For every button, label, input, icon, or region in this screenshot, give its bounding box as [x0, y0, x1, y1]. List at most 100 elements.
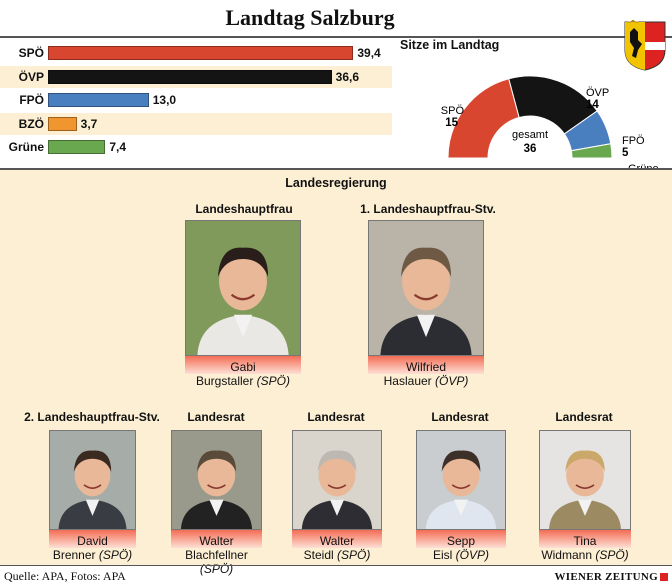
nameplate-bar	[368, 356, 484, 374]
bar	[48, 93, 149, 107]
seats-half-donut-chart: SPÖ15ÖVP14FPÖ5Grüne2gesamt36	[441, 75, 659, 170]
portrait-photo	[49, 430, 136, 530]
person-last-name: Steidl	[303, 548, 337, 562]
government-role: 2. Landeshauptfrau-Stv.	[24, 410, 160, 424]
government-role: Landeshauptfrau	[195, 202, 293, 216]
bar-row: ÖVP 36,6	[0, 65, 392, 88]
portrait-photo	[292, 430, 382, 530]
person-first-name: Sepp	[446, 534, 476, 548]
person-first-name: Walter	[319, 534, 355, 548]
brand-logo: WIENER ZEITUNG	[554, 571, 668, 583]
brand-name: WIENER ZEITUNG	[554, 571, 658, 583]
bar-category-label: Grüne	[8, 140, 44, 154]
bar-value-label: 39,4	[357, 46, 381, 60]
seats-total-value: 36	[524, 143, 537, 155]
portrait-silhouette-icon	[369, 221, 483, 355]
government-role: Landesrat	[307, 410, 365, 424]
nameplate-bar	[292, 530, 382, 548]
person-last-name: Haslauer	[383, 374, 435, 388]
person-last-name-line: Steidl (SPÖ)	[292, 548, 382, 562]
nameplate-text: Wilfried Haslauer (ÖVP)	[368, 356, 484, 388]
portrait-silhouette-icon	[417, 431, 505, 529]
nameplate-bar	[49, 530, 136, 548]
bar-row: FPÖ 13,0	[0, 89, 392, 111]
bar	[48, 116, 77, 131]
person-party: (ÖVP)	[455, 548, 489, 562]
nameplate: Gabi Burgstaller (SPÖ)	[185, 356, 301, 388]
seat-slice	[570, 143, 613, 159]
seat-slice-label: Grüne	[628, 163, 659, 170]
government-section: Landesregierung Landeshauptfrau Gabi Burg…	[0, 170, 672, 576]
portrait-silhouette-icon	[293, 431, 381, 529]
person-last-name-line: Widmann (SPÖ)	[539, 548, 631, 562]
nameplate-text: Gabi Burgstaller (SPÖ)	[185, 356, 301, 388]
bar-value-label: 36,6	[335, 69, 359, 84]
person-last-name-line: Burgstaller (SPÖ)	[185, 374, 301, 388]
vote-share-bar-chart: SPÖ 39,4 ÖVP 36,6 FPÖ 13,0 BZÖ 3,7 Grüne 7,4	[0, 38, 392, 166]
salzburg-crest-icon	[624, 20, 666, 71]
government-role: Landesrat	[431, 410, 489, 424]
person-party: (SPÖ)	[256, 374, 291, 388]
nameplate-bar	[416, 530, 506, 548]
bar-category-label: BZÖ	[18, 116, 44, 131]
title-divider	[0, 36, 672, 38]
footer-divider	[0, 565, 672, 566]
bar-value-label: 7,4	[109, 140, 127, 154]
nameplate: Wilfried Haslauer (ÖVP)	[368, 356, 484, 388]
brand-square-icon	[660, 573, 668, 582]
nameplate: Sepp Eisl (ÖVP)	[416, 530, 506, 562]
nameplate: Tina Widmann (SPÖ)	[539, 530, 631, 562]
bar	[48, 46, 354, 60]
bar-category-label: FPÖ	[19, 93, 44, 107]
nameplate: David Brenner (SPÖ)	[49, 530, 136, 562]
person-last-name-line: Eisl (ÖVP)	[416, 548, 506, 562]
person-first-name: Walter	[199, 534, 234, 548]
portrait-silhouette-icon	[186, 221, 300, 355]
bar-value-label: 13,0	[152, 93, 177, 107]
nameplate-text: Tina Widmann (SPÖ)	[539, 530, 631, 562]
government-title: Landesregierung	[285, 176, 387, 190]
page-title: Landtag Salzburg	[225, 5, 395, 30]
person-first-name: Wilfried	[405, 360, 446, 374]
bar-row: Grüne 7,4	[0, 136, 392, 158]
person-last-name: Eisl	[432, 548, 456, 562]
section-divider	[0, 168, 672, 170]
seat-slice-label: SPÖ	[441, 105, 465, 117]
person-last-name: Burgstaller	[195, 374, 257, 388]
portrait-silhouette-icon	[172, 431, 261, 529]
person-first-name: Tina	[573, 534, 597, 548]
portrait-photo	[368, 220, 484, 356]
nameplate: Walter Steidl (SPÖ)	[292, 530, 382, 562]
seat-slice	[447, 78, 520, 159]
person-first-name: David	[77, 534, 108, 548]
bar-value-label: 3,7	[80, 116, 98, 131]
bar	[48, 69, 332, 84]
nameplate-bar	[185, 356, 301, 374]
person-first-name: Gabi	[230, 360, 256, 374]
portrait-photo	[171, 430, 262, 530]
portrait-photo	[185, 220, 301, 356]
person-last-name: Blachfellner	[185, 548, 248, 562]
government-role: 1. Landeshauptfrau-Stv.	[360, 202, 496, 216]
bar-row: SPÖ 39,4	[0, 42, 392, 64]
source-note: Quelle: APA, Fotos: APA	[4, 569, 126, 583]
person-party: (SPÖ)	[595, 548, 629, 562]
person-last-name-line: Brenner (SPÖ)	[49, 548, 136, 562]
person-last-name-line: Haslauer (ÖVP)	[368, 374, 484, 388]
bar-row: BZÖ 3,7	[0, 112, 392, 135]
bar	[48, 140, 106, 154]
portrait-photo	[539, 430, 631, 530]
seat-slice-value: 14	[586, 99, 599, 111]
person-last-name: Brenner	[52, 548, 99, 562]
government-role: Landesrat	[187, 410, 245, 424]
seats-chart-title: Sitze im Landtag	[400, 38, 500, 52]
nameplate: Walter Blachfellner (SPÖ)	[171, 530, 262, 576]
nameplate-text: Walter Blachfellner (SPÖ)	[171, 530, 262, 576]
nameplate-text: David Brenner (SPÖ)	[49, 530, 136, 562]
seat-slice-label: FPÖ	[622, 135, 645, 147]
government-role: Landesrat	[555, 410, 613, 424]
seats-total-label: gesamt	[512, 129, 548, 141]
portrait-silhouette-icon	[50, 431, 135, 529]
person-party: (ÖVP)	[435, 374, 469, 388]
